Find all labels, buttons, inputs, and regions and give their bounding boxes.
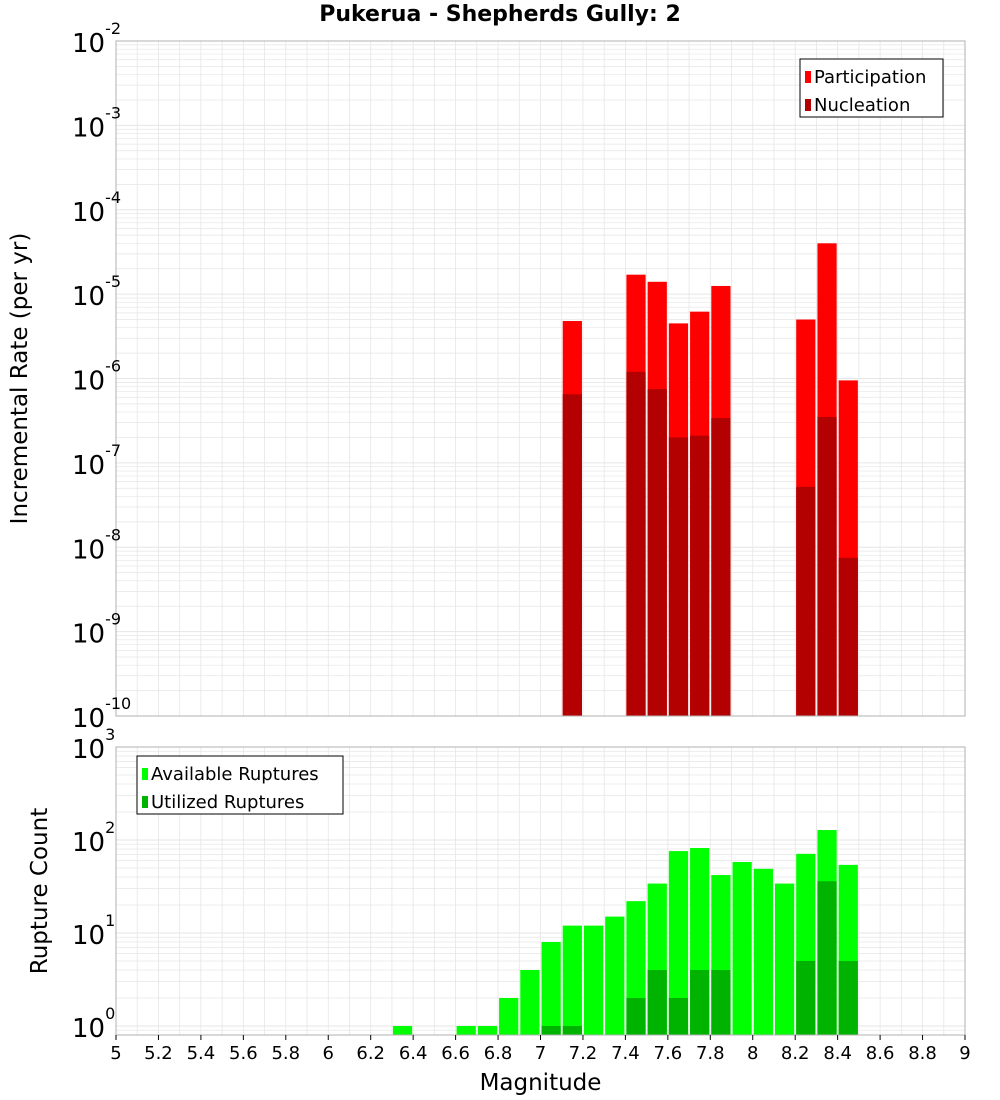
available-ruptures-bar (520, 969, 540, 1035)
available-ruptures-bar (668, 851, 689, 1035)
available-ruptures-bar (499, 997, 519, 1035)
utilized-ruptures-bar (626, 997, 646, 1035)
x-tick-label: 5.8 (271, 1043, 300, 1064)
x-tick-label: 7.6 (654, 1043, 683, 1064)
legend-label: Participation (814, 67, 926, 88)
nucleation-bar (626, 371, 646, 716)
available-ruptures-bar (541, 942, 561, 1035)
x-tick-label: 7.4 (611, 1043, 640, 1064)
y-axis-label: Incremental Rate (per yr) (7, 233, 33, 525)
x-tick-label: 6.8 (484, 1043, 513, 1064)
utilized-ruptures-bar (562, 1025, 582, 1035)
y-tick-label: 10-2 (72, 19, 121, 59)
available-ruptures-bar (562, 925, 582, 1035)
x-tick-label: 5.6 (229, 1043, 258, 1064)
legend-box (136, 755, 344, 815)
legend-box (799, 58, 944, 118)
x-tick-label: 6.2 (356, 1043, 385, 1064)
y-tick-label: 102 (72, 818, 115, 858)
x-tick-label: 6.6 (441, 1043, 470, 1064)
x-tick-label: 8.4 (823, 1043, 852, 1064)
legend-label: Utilized Ruptures (151, 792, 304, 813)
y-tick-label: 10-8 (72, 525, 121, 565)
y-tick-label: 10-7 (72, 441, 121, 481)
y-tick-label: 10-10 (72, 694, 131, 734)
x-tick-label: 8 (747, 1043, 758, 1064)
x-tick-label: 8.2 (781, 1043, 810, 1064)
utilized-ruptures-bar (711, 969, 731, 1035)
nucleation-bar (668, 437, 689, 716)
legend-swatch (142, 768, 148, 780)
y-tick-label: 103 (72, 725, 115, 765)
y-tick-label: 101 (72, 911, 115, 951)
x-tick-label: 5 (110, 1043, 121, 1064)
x-tick-label: 6.4 (399, 1043, 428, 1064)
nucleation-bar (711, 418, 731, 716)
y-axis-label: Rupture Count (27, 808, 53, 974)
available-ruptures-bar (456, 1025, 476, 1035)
x-tick-label: 7 (535, 1043, 546, 1064)
x-tick-label: 8.6 (866, 1043, 895, 1064)
utilized-ruptures-bar (668, 997, 689, 1035)
legend-swatch (805, 71, 811, 83)
chart-title: Pukerua - Shepherds Gully: 2 (319, 2, 681, 27)
legend-label: Available Ruptures (151, 764, 319, 785)
y-tick-label: 10-3 (72, 103, 121, 143)
legend-swatch (142, 796, 148, 808)
available-ruptures-bar (392, 1025, 413, 1035)
utilized-ruptures-bar (838, 960, 858, 1035)
nucleation-bar (647, 389, 667, 716)
y-tick-label: 10-5 (72, 272, 121, 312)
available-ruptures-bar (583, 925, 604, 1035)
x-tick-label: 7.8 (696, 1043, 725, 1064)
x-tick-label: 7.2 (569, 1043, 598, 1064)
legend-label: Nucleation (814, 95, 910, 116)
nucleation-bar (796, 486, 816, 716)
available-ruptures-bar (732, 861, 752, 1035)
utilized-ruptures-bar (647, 969, 667, 1035)
x-tick-label: 5.4 (187, 1043, 216, 1064)
nucleation-bar (838, 557, 858, 716)
available-ruptures-bar (477, 1025, 498, 1035)
x-tick-label: 8.8 (908, 1043, 937, 1064)
available-ruptures-bar (753, 868, 773, 1035)
x-tick-label: 9 (959, 1043, 970, 1064)
utilized-ruptures-bar (796, 960, 816, 1035)
plot-frame (115, 40, 966, 717)
utilized-ruptures-bar (541, 1025, 561, 1035)
legend-swatch (805, 99, 811, 111)
utilized-ruptures-bar (690, 969, 710, 1035)
y-tick-label: 10-9 (72, 610, 121, 650)
x-axis-label: Magnitude (480, 1070, 602, 1096)
available-ruptures-bar (774, 883, 795, 1035)
available-ruptures-bar (605, 916, 625, 1035)
x-tick-label: 5.2 (144, 1043, 173, 1064)
y-tick-label: 10-4 (72, 188, 121, 228)
y-tick-label: 10-6 (72, 357, 121, 397)
x-tick-label: 6 (323, 1043, 334, 1064)
utilized-ruptures-bar (817, 881, 837, 1035)
nucleation-bar (690, 435, 710, 716)
nucleation-bar (817, 416, 837, 716)
nucleation-bar (562, 394, 582, 716)
y-tick-label: 100 (72, 1004, 115, 1044)
